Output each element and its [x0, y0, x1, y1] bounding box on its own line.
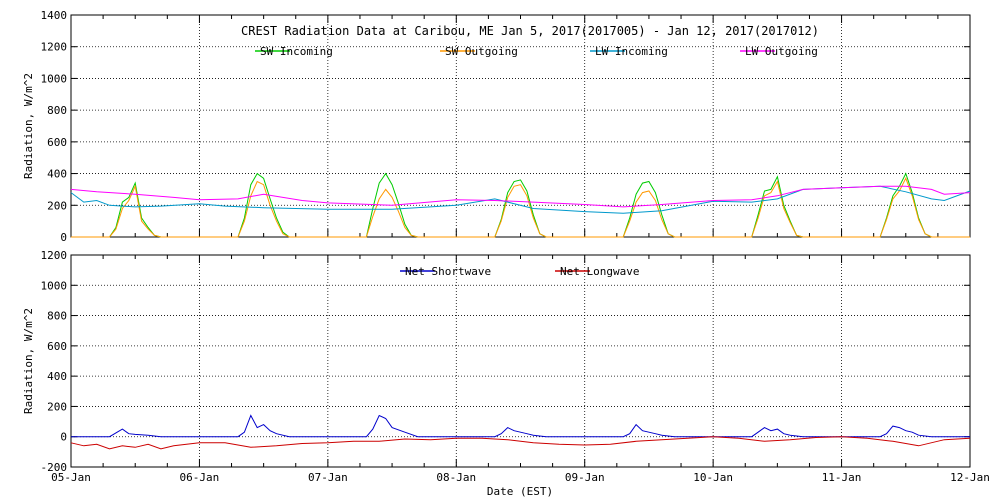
y-tick-label: 400 [47, 370, 67, 383]
bottom-plot-frame [70, 254, 971, 468]
bottom-legend: Net Shortwave Net Longwave [400, 265, 639, 278]
top-ylabel: Radiation, W/m^2 [22, 73, 35, 179]
x-tick-label: 09-Jan [565, 471, 605, 484]
bottom-x-ticks: 05-Jan 06-Jan 07-Jan 08-Jan 09-Jan 10-Jan 11-J… [51, 471, 990, 484]
x-tick-label: 12-Jan [950, 471, 990, 484]
top-series-lines [70, 172, 971, 238]
y-tick-label: 800 [47, 104, 67, 117]
chart-title: CREST Radiation Data at Caribou, ME Jan … [241, 24, 819, 38]
top-legend: SW Incoming SW Outgoing LW Incoming LW Outg… [255, 45, 818, 58]
legend-label: Net Shortwave [405, 265, 491, 278]
bottom-panel: -200 0 200 400 600 800 1000 1200 05-Jan 06-Jan 07… [22, 249, 990, 498]
legend-label: SW Incoming [260, 45, 333, 58]
x-tick-label: 07-Jan [308, 471, 348, 484]
y-tick-label: 600 [47, 136, 67, 149]
series-line-lw-outgoing [70, 185, 971, 208]
y-tick-label: 1400 [41, 9, 68, 22]
y-tick-label: 1200 [41, 41, 68, 54]
legend-label: LW Incoming [595, 45, 668, 58]
y-tick-label: 0 [60, 431, 67, 444]
legend-label: LW Outgoing [745, 45, 818, 58]
y-tick-label: 1000 [41, 279, 68, 292]
y-tick-label: 200 [47, 199, 67, 212]
top-grid [71, 15, 970, 237]
x-tick-label: 06-Jan [180, 471, 220, 484]
y-tick-label: 1000 [41, 72, 68, 85]
series-line-net-shortwave [71, 414, 970, 438]
top-plot-frame [70, 14, 971, 238]
bottom-grid [71, 255, 970, 467]
x-tick-label: 10-Jan [693, 471, 733, 484]
x-tick-label: 08-Jan [436, 471, 476, 484]
legend-label: Net Longwave [560, 265, 639, 278]
y-tick-label: -200 [41, 461, 68, 474]
bottom-series-lines [70, 414, 971, 450]
bottom-y-ticks: -200 0 200 400 600 800 1000 1200 [41, 249, 971, 474]
y-tick-label: 600 [47, 340, 67, 353]
y-tick-label: 0 [60, 231, 67, 244]
y-tick-label: 400 [47, 168, 67, 181]
series-line-net-longwave [70, 436, 971, 450]
x-tick-label: 05-Jan [51, 471, 91, 484]
y-tick-label: 800 [47, 310, 67, 323]
y-tick-label: 1200 [41, 249, 68, 262]
y-tick-label: 200 [47, 400, 67, 413]
legend-label: SW Outgoing [445, 45, 518, 58]
bottom-xlabel: Date (EST) [487, 485, 553, 498]
top-panel: 0 200 400 600 800 1000 1200 1400 CREST Radiatio… [22, 9, 971, 244]
bottom-ylabel: Radiation, W/m^2 [22, 308, 35, 414]
top-y-ticks: 0 200 400 600 800 1000 1200 1400 [41, 9, 971, 244]
series-line-sw-outgoing [71, 177, 970, 238]
x-tick-label: 11-Jan [822, 471, 862, 484]
